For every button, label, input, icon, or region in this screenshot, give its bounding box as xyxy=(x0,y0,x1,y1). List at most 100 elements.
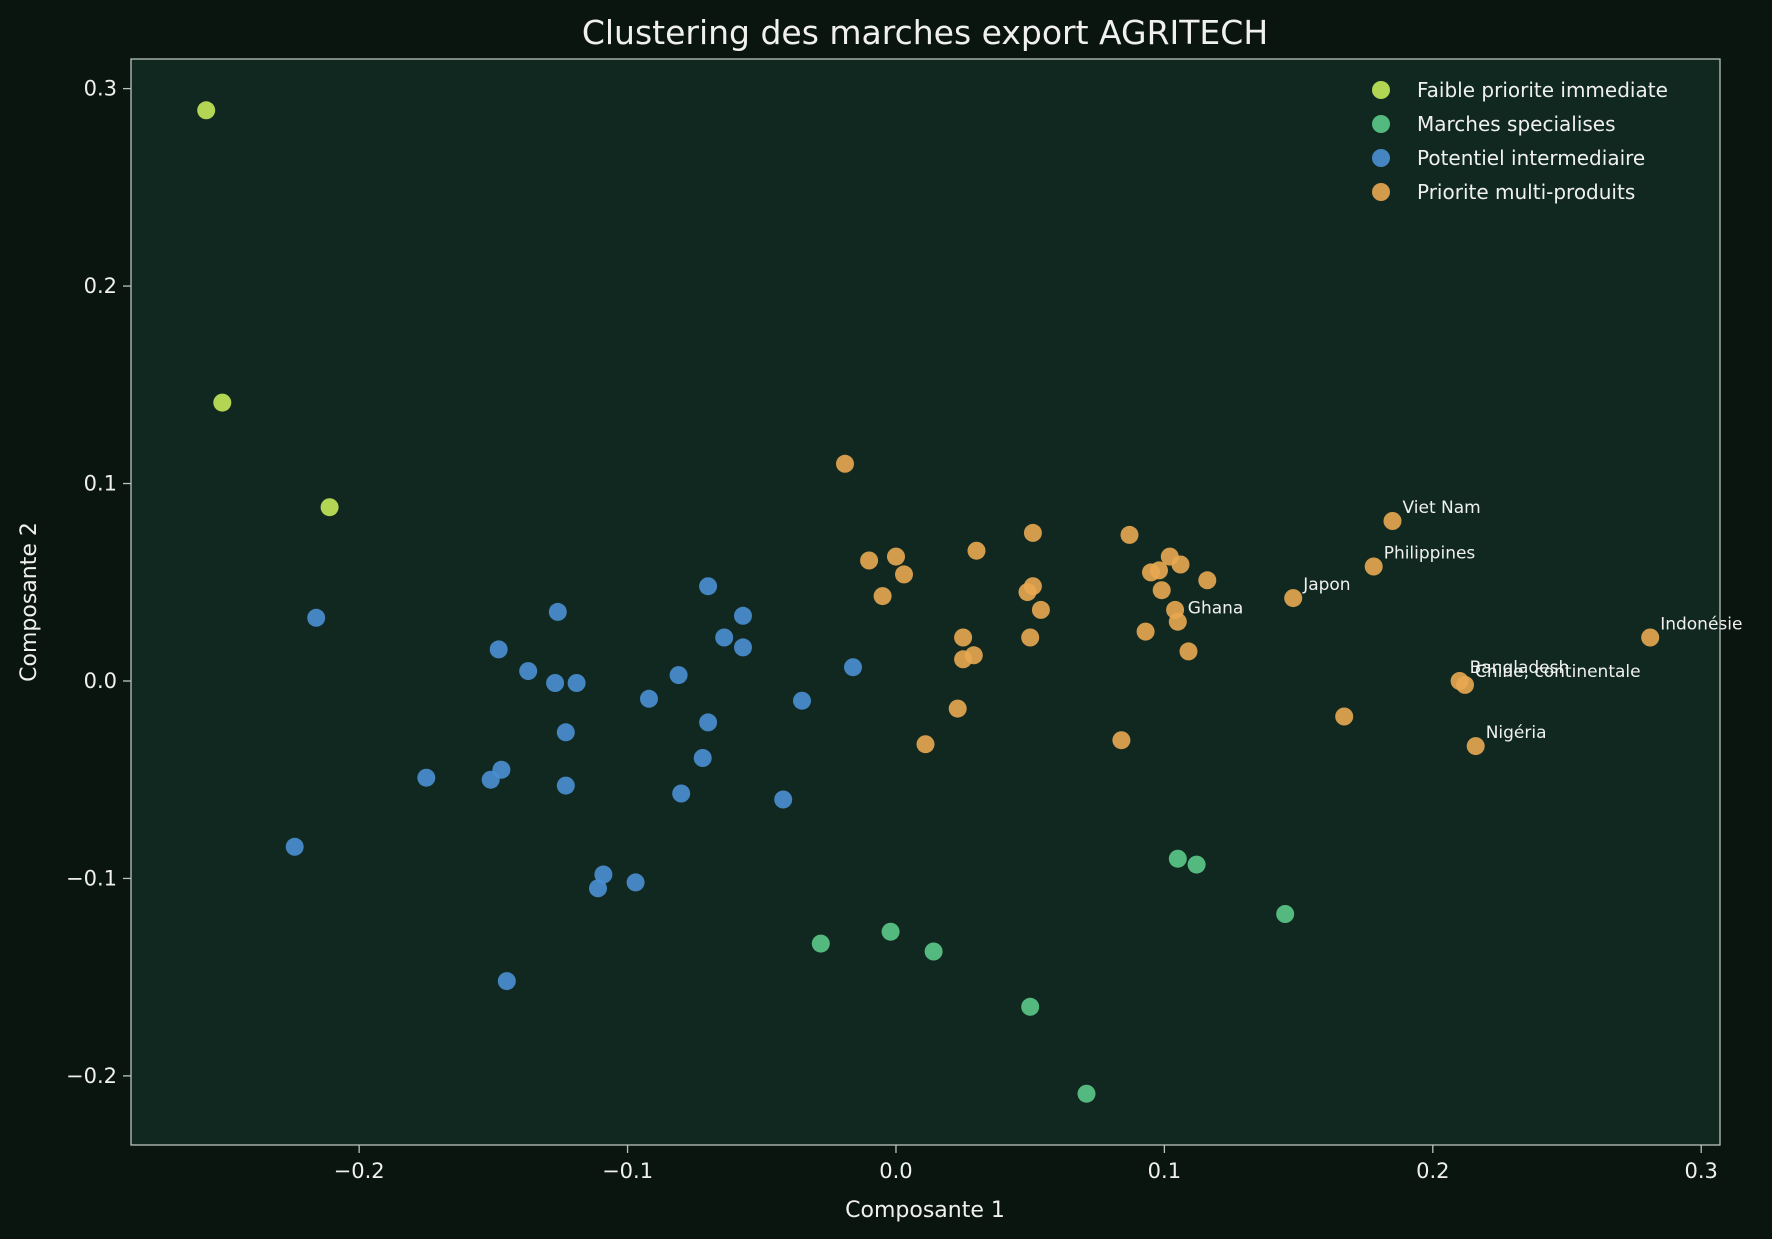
plot-area xyxy=(131,59,1720,1145)
data-point-series-3 xyxy=(1171,555,1190,574)
point-annotation: Indonésie xyxy=(1660,615,1742,635)
x-tick-label: 0.1 xyxy=(1148,1159,1181,1183)
data-point-series-2 xyxy=(546,674,565,692)
data-point-series-3 xyxy=(1021,628,1040,647)
data-point-series-3 xyxy=(916,735,935,754)
data-point-series-2 xyxy=(497,972,516,991)
data-point-series-3 xyxy=(873,587,892,606)
point-annotation: Ghana xyxy=(1188,599,1244,619)
data-point-series-2 xyxy=(556,723,575,742)
y-tick-label: 0.2 xyxy=(84,274,117,298)
data-point-series-0 xyxy=(320,498,339,517)
data-point-series-3 xyxy=(836,454,854,473)
data-point-series-2 xyxy=(793,691,811,710)
data-point-series-2 xyxy=(669,666,688,685)
data-point-series-2 xyxy=(699,713,718,732)
point-annotation: Chine, continentale xyxy=(1475,662,1641,682)
point-annotation: Japon xyxy=(1302,575,1350,595)
points-layer xyxy=(197,101,1660,1103)
x-tick-label: 0.2 xyxy=(1416,1159,1449,1183)
chart-title: Clustering des marches export AGRITECH xyxy=(582,13,1268,52)
x-tick-label: 0.0 xyxy=(879,1159,912,1183)
data-point-series-2 xyxy=(417,768,436,787)
x-axis-ticks: −0.2 −0.1 0.0 0.1 0.2 0.3 xyxy=(334,1145,1718,1183)
data-point-series-3 xyxy=(1284,589,1303,608)
data-point-series-3 xyxy=(1364,557,1383,576)
data-point-series-3 xyxy=(1335,707,1354,726)
data-point-series-1 xyxy=(1077,1084,1096,1103)
data-point-series-3 xyxy=(887,547,905,566)
data-point-series-3 xyxy=(967,541,986,560)
data-point-series-2 xyxy=(715,628,734,647)
data-point-series-3 xyxy=(954,650,973,669)
data-point-series-2 xyxy=(699,577,718,596)
legend-marker xyxy=(1372,81,1390,99)
annotations-layer: Viet Nam Philippines Japon Ghana Indonésie Ba… xyxy=(1188,498,1743,743)
y-tick-label: 0.1 xyxy=(84,472,117,496)
data-point-series-1 xyxy=(881,922,900,941)
data-point-series-3 xyxy=(1142,563,1160,582)
data-point-series-1 xyxy=(924,942,943,961)
data-point-series-3 xyxy=(1136,622,1155,641)
data-point-series-3 xyxy=(860,551,879,570)
legend: Faible priorite immediate Marches special… xyxy=(1372,78,1668,204)
x-tick-label: 0.3 xyxy=(1685,1159,1718,1183)
point-annotation: Nigéria xyxy=(1486,723,1547,743)
point-annotation: Bangladesh xyxy=(1470,658,1570,678)
legend-marker xyxy=(1372,183,1390,201)
data-point-series-2 xyxy=(734,638,752,657)
data-point-series-2 xyxy=(307,608,326,627)
y-tick-label: 0.3 xyxy=(84,77,117,101)
data-point-series-3 xyxy=(1179,642,1198,661)
plot-frame xyxy=(130,58,1721,1146)
x-tick-label: −0.2 xyxy=(334,1159,385,1183)
y-axis-label: Composante 2 xyxy=(17,522,42,682)
data-point-series-1 xyxy=(1187,855,1206,874)
data-point-series-3 xyxy=(1031,600,1050,619)
legend-label: Faible priorite immediate xyxy=(1417,78,1668,102)
data-point-series-3 xyxy=(954,628,973,647)
data-point-series-2 xyxy=(672,784,691,803)
x-tick-label: −0.1 xyxy=(602,1159,653,1183)
data-point-series-3 xyxy=(1198,571,1217,590)
data-point-series-3 xyxy=(1641,628,1660,647)
data-point-series-3 xyxy=(1168,612,1187,631)
data-point-series-2 xyxy=(693,749,712,767)
y-tick-label: −0.1 xyxy=(66,866,117,890)
data-point-series-3 xyxy=(1466,737,1485,756)
data-point-series-2 xyxy=(844,658,862,677)
data-point-series-1 xyxy=(811,934,830,953)
data-point-series-3 xyxy=(1456,675,1474,694)
legend-label: Potentiel intermediaire xyxy=(1417,146,1645,170)
data-point-series-2 xyxy=(626,873,645,892)
legend-label: Marches specialises xyxy=(1417,112,1616,136)
data-point-series-0 xyxy=(213,393,232,412)
y-axis-ticks: −0.2 −0.1 0.0 0.1 0.2 0.3 xyxy=(66,77,131,1088)
data-point-series-2 xyxy=(556,776,575,795)
data-point-series-2 xyxy=(481,770,500,789)
data-point-series-3 xyxy=(1112,731,1131,750)
data-point-series-3 xyxy=(1018,583,1037,602)
data-point-series-2 xyxy=(774,790,793,809)
data-point-series-2 xyxy=(734,606,752,625)
data-point-series-3 xyxy=(948,699,967,718)
data-point-series-1 xyxy=(1021,997,1040,1016)
legend-marker xyxy=(1372,149,1390,167)
data-point-series-2 xyxy=(285,837,304,856)
point-annotation: Philippines xyxy=(1384,544,1476,564)
data-point-series-2 xyxy=(567,674,586,692)
data-point-series-1 xyxy=(1276,905,1295,923)
legend-marker xyxy=(1372,115,1390,133)
data-point-series-1 xyxy=(1168,849,1187,868)
y-tick-label: 0.0 xyxy=(84,669,117,693)
data-point-series-2 xyxy=(594,865,613,884)
legend-label: Priorite multi-produits xyxy=(1417,180,1635,204)
data-point-series-2 xyxy=(548,602,567,621)
data-point-series-2 xyxy=(640,689,658,708)
x-axis-label: Composante 1 xyxy=(845,1198,1005,1223)
data-point-series-3 xyxy=(1120,525,1139,544)
point-annotation: Viet Nam xyxy=(1403,498,1481,518)
data-point-series-3 xyxy=(1383,512,1402,530)
data-point-series-0 xyxy=(197,101,216,120)
